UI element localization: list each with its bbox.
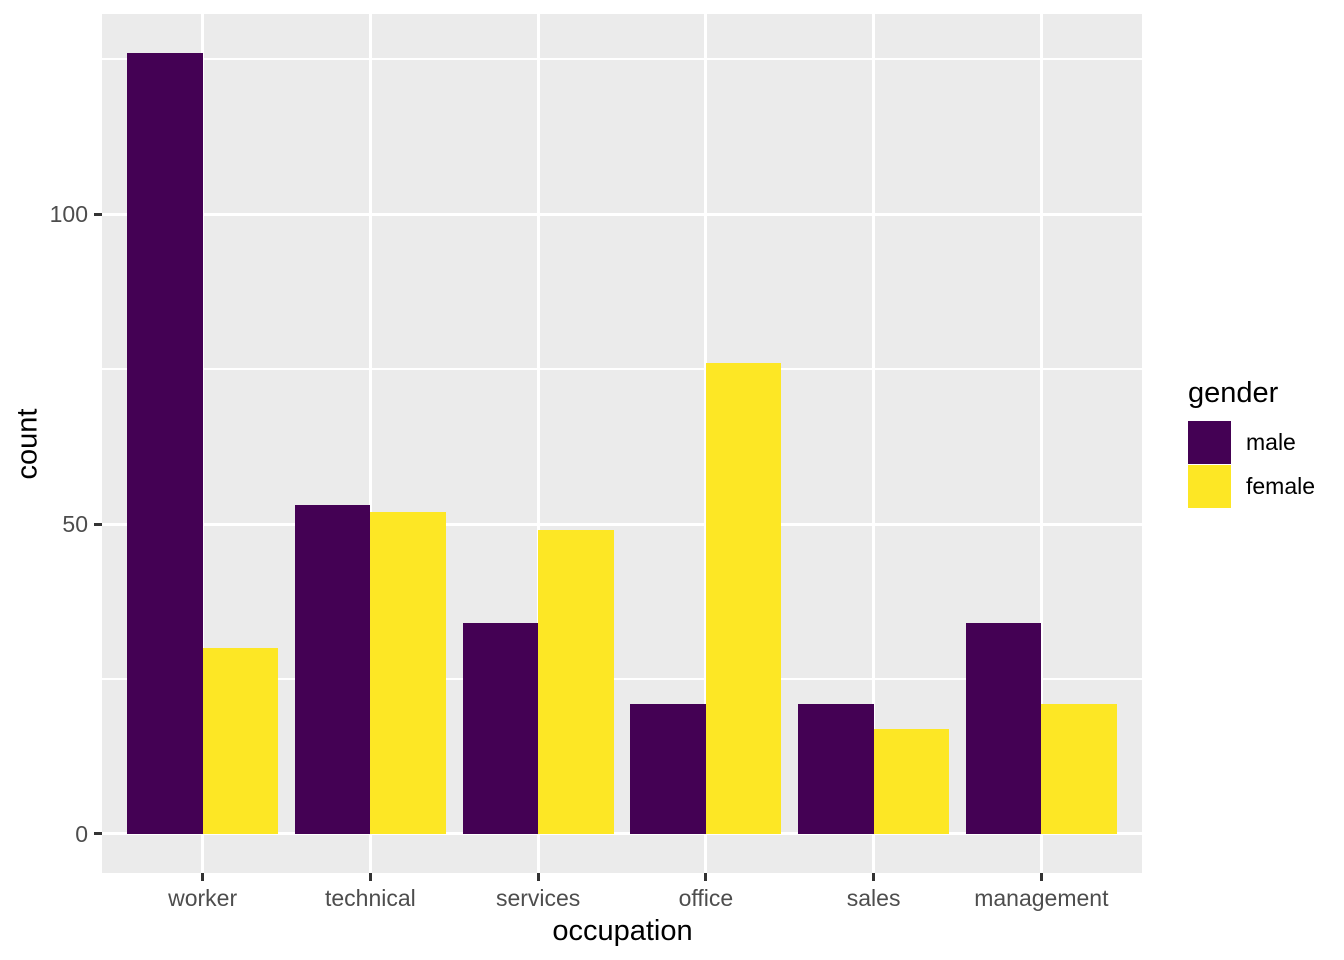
x-axis-title: occupation <box>552 915 693 947</box>
legend: gender male female <box>1188 379 1315 509</box>
y-tick-mark <box>94 832 102 836</box>
bar-female-services <box>538 530 614 834</box>
minor-gridline <box>102 678 1142 680</box>
y-tick-label: 0 <box>75 820 88 847</box>
y-tick-mark <box>94 212 102 216</box>
major-gridline <box>102 832 1142 836</box>
major-gridline <box>102 522 1142 526</box>
legend-label-female: female <box>1246 473 1316 499</box>
minor-gridline <box>102 58 1142 60</box>
bar-male-sales <box>798 703 874 834</box>
x-tick-mark <box>1039 873 1043 881</box>
x-tick-label: sales <box>846 885 901 911</box>
legend-key-female <box>1188 465 1231 508</box>
bar-male-technical <box>294 505 371 834</box>
bar-female-sales <box>873 728 950 834</box>
major-gridline-x <box>201 14 205 873</box>
bar-male-worker <box>127 53 203 834</box>
bar-female-technical <box>370 511 446 834</box>
major-gridline-x <box>872 14 876 873</box>
y-axis-title: count <box>11 408 44 480</box>
legend-entry-male: male <box>1188 421 1315 464</box>
x-tick-label: services <box>495 885 581 911</box>
x-tick-label: office <box>678 885 734 911</box>
x-tick-mark <box>536 873 540 881</box>
legend-key-male <box>1188 421 1231 464</box>
legend-title: gender <box>1188 377 1279 409</box>
x-tick-label: management <box>974 885 1109 911</box>
major-gridline-x <box>1039 14 1043 873</box>
legend-entry-female: female <box>1188 465 1315 508</box>
bar-male-office <box>630 703 706 834</box>
legend-label-male: male <box>1246 429 1296 455</box>
x-tick-mark <box>872 873 876 881</box>
major-gridline-x <box>536 14 540 873</box>
x-tick-mark <box>201 873 205 881</box>
x-tick-mark <box>368 873 372 881</box>
y-tick-label: 50 <box>62 511 88 538</box>
bar-male-services <box>462 623 539 834</box>
y-tick-label: 100 <box>49 201 88 228</box>
bar-female-office <box>705 362 782 834</box>
bar-female-management <box>1041 703 1117 834</box>
x-tick-mark <box>704 873 708 881</box>
major-gridline <box>102 212 1142 216</box>
y-tick-mark <box>94 522 102 526</box>
minor-gridline <box>102 368 1142 370</box>
x-tick-label: worker <box>168 885 238 911</box>
x-tick-label: technical <box>324 885 416 911</box>
plot-panel <box>102 14 1142 873</box>
bar-female-worker <box>202 648 279 834</box>
major-gridline-x <box>368 14 372 873</box>
legend-entries: male female <box>1188 421 1315 508</box>
bar-male-management <box>965 623 1042 834</box>
